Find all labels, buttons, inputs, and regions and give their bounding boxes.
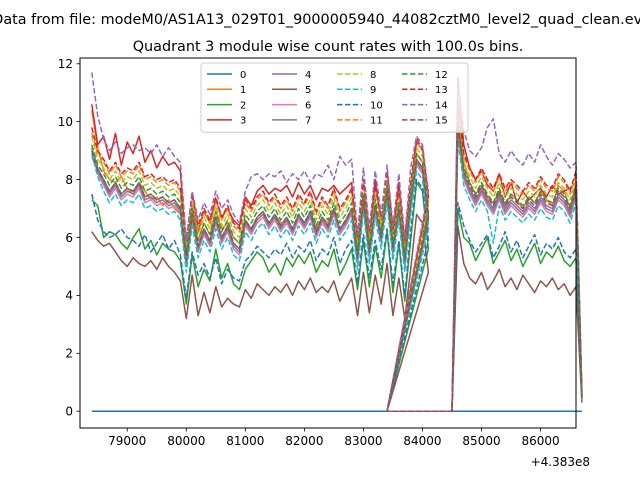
x-tick-label: 85000: [462, 434, 500, 448]
x-tick-label: 86000: [521, 434, 559, 448]
chart-title: Quadrant 3 module wise count rates with …: [133, 39, 524, 55]
y-tick-label: 4: [65, 289, 73, 303]
legend-label: 14: [435, 100, 448, 111]
y-tick-label: 12: [58, 57, 73, 71]
x-tick-label: 80000: [167, 434, 205, 448]
series-layer: [91, 72, 583, 412]
y-tick-label: 10: [58, 115, 73, 129]
legend-label: 3: [240, 116, 246, 127]
y-tick-label: 0: [65, 405, 73, 419]
series-15-line: [91, 123, 583, 412]
legend-label: 10: [370, 100, 383, 111]
y-tick-label: 8: [65, 173, 73, 187]
legend-label: 6: [305, 100, 311, 111]
y-tick-label: 2: [65, 347, 73, 361]
legend-frame: [200, 62, 469, 133]
x-tick-label: 82000: [285, 434, 323, 448]
legend-label: 4: [305, 70, 311, 81]
legend-label: 2: [240, 100, 246, 111]
x-tick-label: 81000: [226, 434, 264, 448]
legend-label: 7: [305, 116, 311, 127]
series-14-line: [91, 72, 583, 412]
legend-label: 13: [435, 85, 448, 96]
legend-label: 9: [370, 85, 376, 96]
legend-label: 11: [370, 116, 383, 127]
x-tick-label: 79000: [108, 434, 146, 448]
axes-frame: [79, 57, 577, 429]
x-tick-label: 84000: [403, 434, 441, 448]
figure-suptitle: Data from file: modeM0/AS1A13_029T01_900…: [0, 12, 640, 28]
legend-label: 12: [435, 70, 448, 81]
y-tick-label: 6: [65, 231, 73, 245]
series-5-line: [91, 213, 583, 412]
series-10-line: [91, 178, 583, 412]
legend-label: 8: [370, 70, 376, 81]
legend-label: 0: [240, 70, 246, 81]
series-9-line: [91, 138, 583, 412]
x-offset-label: +4.383e8: [531, 455, 590, 469]
x-tick-label: 83000: [344, 434, 382, 448]
y-axis: 0 2 4 6 8 10 12: [58, 57, 80, 419]
x-axis: 79000 80000 81000 82000 83000 84000 85000 86000: [108, 428, 560, 448]
legend-label: 5: [305, 85, 311, 96]
legend-label: 15: [435, 116, 448, 127]
legend-label: 1: [240, 85, 246, 96]
